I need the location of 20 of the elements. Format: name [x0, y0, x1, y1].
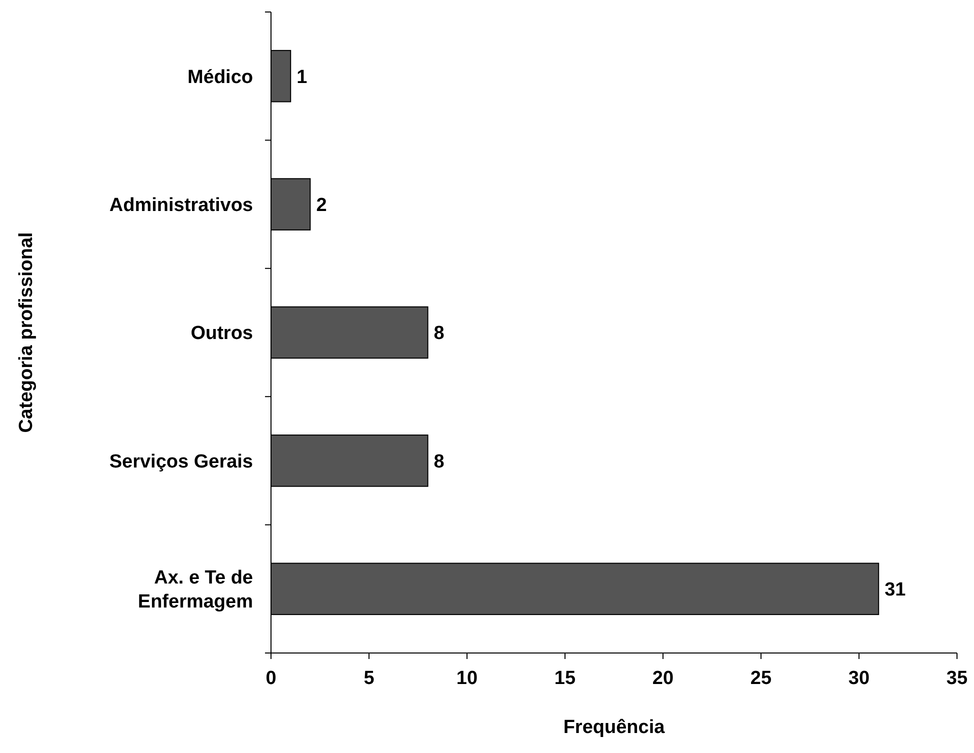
y-tick-label: Médico	[188, 66, 253, 88]
x-tick-label: 15	[554, 668, 576, 689]
data-label: 8	[434, 451, 444, 472]
data-label: 8	[434, 323, 444, 344]
y-axis-title: Categoria profissional	[16, 232, 37, 433]
x-tick-label: 30	[848, 668, 870, 689]
data-label: 31	[884, 580, 906, 601]
y-tick-label: Outros	[190, 323, 253, 344]
data-label: 2	[316, 194, 327, 216]
y-tick-label: Serviços Gerais	[109, 451, 253, 472]
data-label: 1	[296, 66, 308, 88]
x-tick-label: 20	[652, 668, 674, 689]
y-tick-label: Administrativos	[109, 194, 253, 216]
y-tick-label: Ax. e Te de Enfermagem	[138, 568, 253, 612]
x-tick-label: 0	[266, 668, 276, 689]
x-axis-title: Frequência	[563, 717, 666, 738]
x-tick-label: 35	[946, 668, 968, 689]
x-tick-label: 5	[364, 668, 375, 689]
x-tick-label: 25	[750, 668, 772, 689]
x-tick-label: 10	[456, 668, 478, 689]
